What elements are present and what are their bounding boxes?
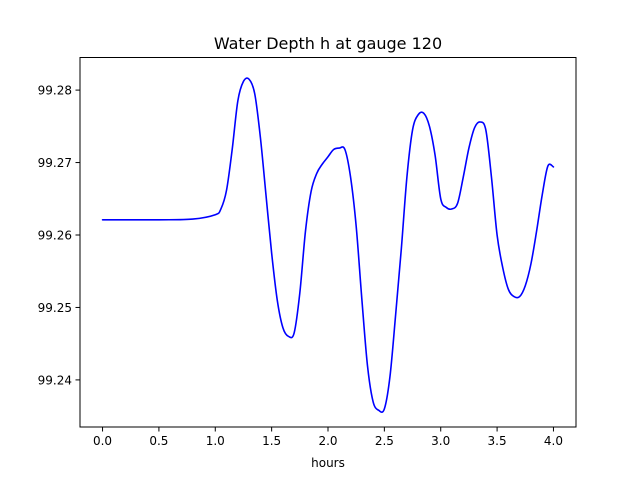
x-tick-label: 1.5 — [262, 434, 281, 448]
x-tick-label: 0.0 — [93, 434, 112, 448]
chart-title: Water Depth h at gauge 120 — [214, 34, 442, 53]
x-tick-label: 3.0 — [431, 434, 450, 448]
y-tick-label: 99.27 — [38, 156, 72, 170]
y-tick-label: 99.24 — [38, 373, 72, 387]
y-tick-label: 99.28 — [38, 84, 72, 98]
y-tick-label: 99.26 — [38, 229, 72, 243]
x-tick-label: 2.5 — [375, 434, 394, 448]
x-axis-label: hours — [311, 456, 345, 470]
x-tick-label: 2.0 — [318, 434, 337, 448]
plot-frame — [79, 57, 577, 428]
plot-area — [101, 77, 555, 413]
y-axis: 99.24 99.25 99.26 99.27 99.28 — [38, 84, 80, 387]
x-tick-label: 1.0 — [206, 434, 225, 448]
series-line-0 — [101, 77, 555, 413]
x-axis: 0.0 0.5 1.0 1.5 2.0 2.5 3.0 3.5 4.0 — [93, 427, 563, 448]
y-tick-label: 99.25 — [38, 301, 72, 315]
x-tick-label: 4.0 — [544, 434, 563, 448]
x-tick-label: 0.5 — [149, 434, 168, 448]
x-tick-label: 3.5 — [488, 434, 507, 448]
